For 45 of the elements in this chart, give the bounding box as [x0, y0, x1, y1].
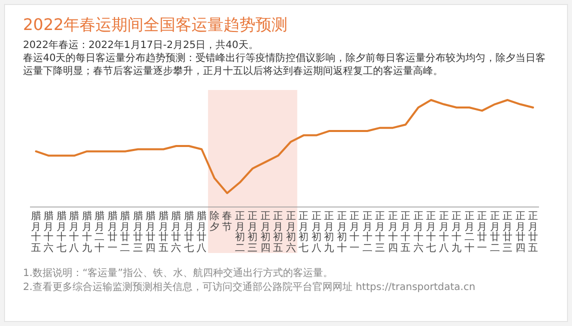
- x-tick-label: 正月十五: [400, 211, 411, 254]
- x-tick-label: 正月十一: [350, 211, 360, 254]
- text: 春运40天的每日客运量分布趋势预测：受错峰出行等疫情防控倡议影响，除夕前每日客运量分布较为均匀，除夕当日客运量下降明显；春节后客运量逐步攀升，正月十五以后将达到春运期间返程复工的客运量高峰。: [23, 52, 547, 78]
- x-tick-label: 腊月二十: [94, 211, 105, 254]
- x-tick-label: 腊月廿三: [132, 211, 143, 254]
- x-tick-label: 腊月廿一: [107, 211, 118, 254]
- x-tick-label: 腊月十六: [44, 211, 54, 254]
- x-tick-label: 正月十六: [413, 211, 424, 254]
- x-tick-label: 正月十七: [426, 211, 436, 254]
- x-tick-label: 正月初十: [336, 211, 347, 254]
- x-tick-label: 春节: [222, 211, 232, 233]
- x-tick-label: 正月初六: [286, 211, 296, 254]
- chart-subtitle: 2022年春运：2022年1月17日-2月25日，共40天。: [23, 39, 260, 52]
- x-tick-label: 正月初五: [273, 211, 284, 254]
- x-tick-label: 正月廿四: [515, 211, 526, 254]
- x-tick-label: 腊月廿四: [146, 211, 156, 254]
- x-tick-label: 正月十九: [452, 211, 462, 254]
- chart-title: 2022年春运期间全国客运量趋势预测: [23, 15, 288, 36]
- x-tick-label: 腊月十七: [56, 211, 66, 254]
- x-tick-label: 腊月廿六: [171, 211, 182, 254]
- x-tick-label: 腊月十五: [31, 211, 41, 254]
- x-tick-label: 正月初二: [234, 211, 245, 254]
- x-tick-label: 腊月廿五: [158, 211, 168, 254]
- x-tick-label: 腊月廿二: [120, 211, 130, 254]
- x-tick-label: 正月初四: [260, 211, 270, 254]
- x-tick-label: 正月初九: [324, 211, 334, 254]
- x-tick-label: 正月廿三: [502, 211, 512, 254]
- x-tick-label: 腊月廿七: [184, 211, 194, 254]
- text: 1.数据说明：“客运量”指公、铁、水、航四种交通出行方式的客运量。: [23, 267, 334, 280]
- x-tick-label: 正月初三: [248, 211, 258, 254]
- x-tick-label: 正月廿五: [528, 211, 538, 254]
- x-tick-label: 除夕: [209, 211, 220, 233]
- x-tick-label: 正月初八: [311, 211, 322, 254]
- text: 2.查看更多综合运输监测预测相关信息，可访问交通部公路院平台官网网址 https://transportdata.cn: [23, 281, 476, 294]
- x-tick-label: 正月初七: [298, 211, 309, 254]
- x-tick-label: 腊月十九: [82, 211, 92, 254]
- x-tick-label: 正月十二: [362, 211, 372, 254]
- x-tick-label: 正月廿一: [477, 211, 488, 254]
- x-tick-label: 正月二十: [464, 211, 474, 254]
- x-tick-label: 正月十八: [438, 211, 449, 254]
- x-tick-label: 正月十四: [388, 211, 398, 254]
- x-tick-label: 腊月廿八: [196, 211, 207, 254]
- x-tick-label: 正月廿二: [490, 211, 500, 254]
- x-tick-label: 正月十三: [375, 211, 386, 254]
- x-tick-label: 腊月十八: [69, 211, 80, 254]
